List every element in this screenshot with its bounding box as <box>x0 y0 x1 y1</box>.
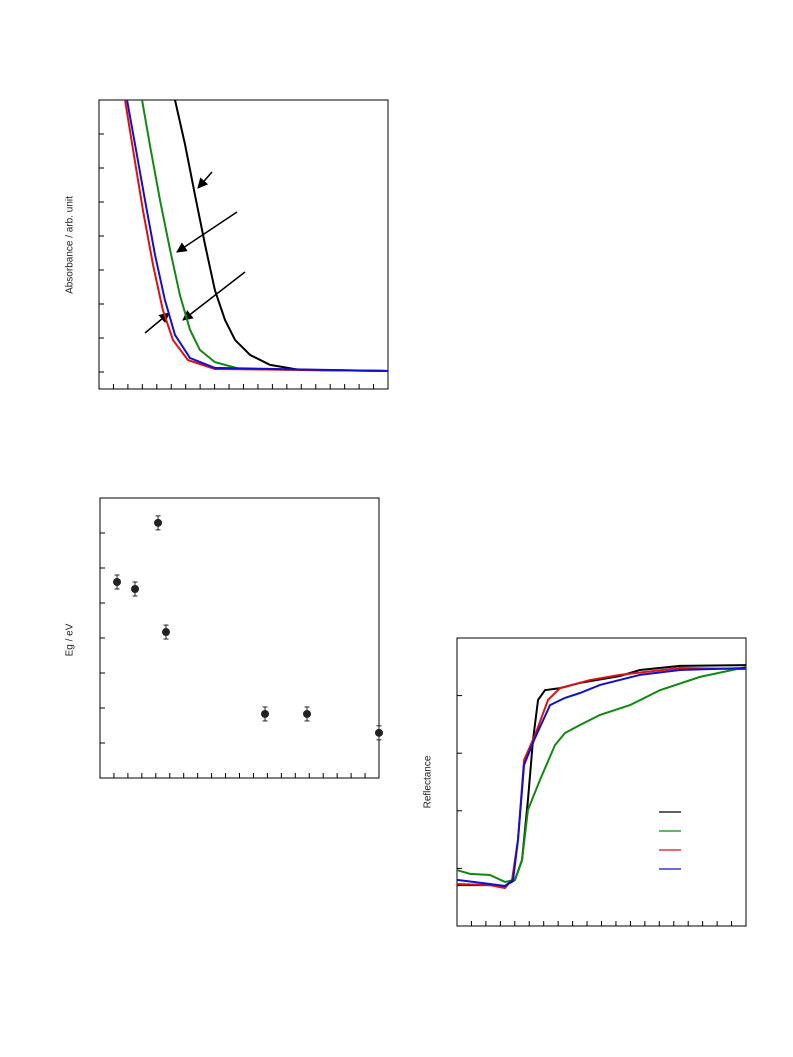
arrow <box>182 271 246 321</box>
point <box>261 709 270 718</box>
plot-area <box>124 100 388 372</box>
line-series <box>457 666 746 883</box>
plot-frame <box>99 497 380 779</box>
arrow <box>176 211 238 253</box>
point <box>154 518 163 527</box>
point <box>161 628 170 637</box>
line-series <box>174 100 388 372</box>
y-axis-label: Eg / eV <box>65 623 76 656</box>
plot-frame <box>456 637 747 927</box>
line-series <box>141 100 388 372</box>
y-axis-label: Absorbance / arb. unit <box>65 196 76 294</box>
point <box>375 728 383 737</box>
point <box>303 709 312 718</box>
line-series <box>457 666 746 888</box>
line-series <box>457 666 746 890</box>
point <box>131 585 140 593</box>
line-series <box>457 664 746 887</box>
plot-area <box>457 664 746 890</box>
y-axis-label: Reflectance <box>423 755 434 808</box>
arrow <box>197 171 213 189</box>
plot-frame <box>98 99 389 390</box>
line-series <box>126 100 388 372</box>
point <box>113 578 122 586</box>
line-series <box>124 100 388 372</box>
